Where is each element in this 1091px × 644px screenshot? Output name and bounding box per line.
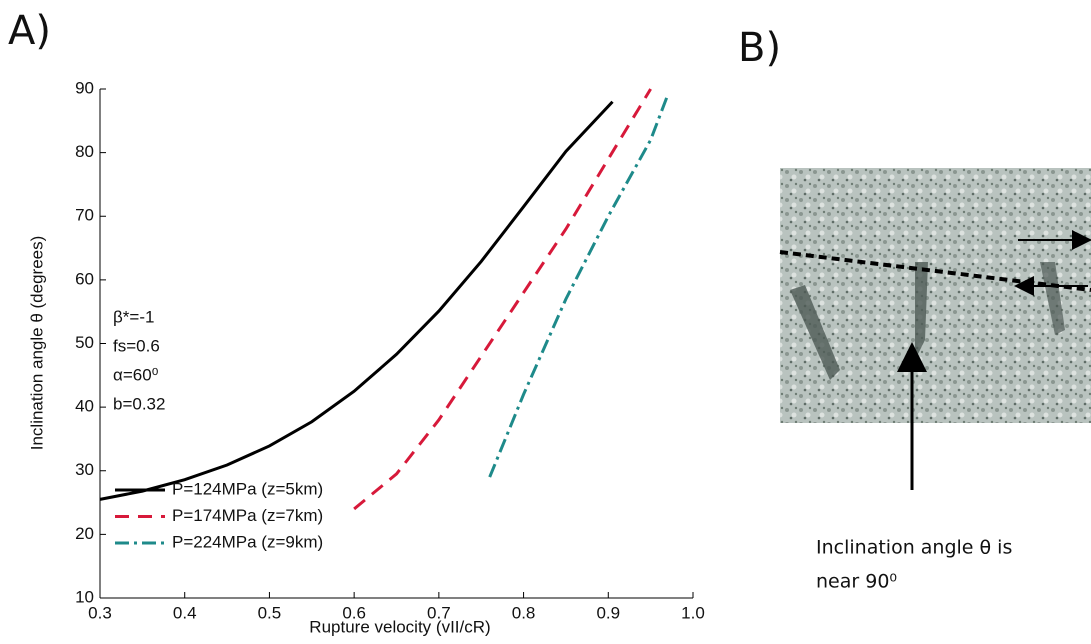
y-tick-label: 40: [75, 397, 94, 416]
legend-label: P=224MPa (z=9km): [172, 532, 323, 551]
panel-label: B): [738, 25, 781, 71]
x-axis-label: Rupture velocity (vII/cR): [309, 617, 490, 636]
x-tick-label: 0.7: [427, 603, 451, 622]
caption: Inclination angle θ is: [816, 537, 1012, 559]
x-tick-label: 0.3: [88, 603, 112, 622]
y-tick-label: 90: [75, 78, 94, 97]
x-tick-label: 0.5: [258, 603, 282, 622]
legend-label: P=124MPa (z=5km): [172, 479, 323, 498]
caption: near 90⁰: [816, 571, 897, 593]
legend-label: P=174MPa (z=7km): [172, 506, 323, 525]
annotation: α=60⁰: [113, 365, 159, 384]
series-line: [99, 100, 614, 501]
y-tick-label: 80: [75, 142, 94, 161]
y-axis-label: Inclination angle θ (degrees): [27, 236, 46, 451]
annotation: fs=0.6: [113, 336, 160, 355]
series-line: [488, 94, 669, 478]
x-tick-label: 1.0: [681, 603, 705, 622]
y-tick-label: 20: [75, 524, 94, 543]
y-tick-label: 10: [75, 587, 94, 606]
y-tick-label: 60: [75, 269, 94, 288]
y-tick-label: 30: [75, 460, 94, 479]
x-tick-label: 0.9: [596, 603, 620, 622]
x-tick-label: 0.6: [342, 603, 366, 622]
y-tick-label: 70: [75, 206, 94, 225]
photo: [779, 168, 1091, 423]
annotation: β*=-1: [113, 307, 154, 326]
annotation: b=0.32: [113, 394, 165, 413]
panel-label: A): [8, 8, 51, 54]
y-tick-label: 50: [75, 333, 94, 352]
x-tick-label: 0.8: [512, 603, 536, 622]
x-tick-label: 0.4: [173, 603, 197, 622]
series-line: [353, 88, 652, 511]
